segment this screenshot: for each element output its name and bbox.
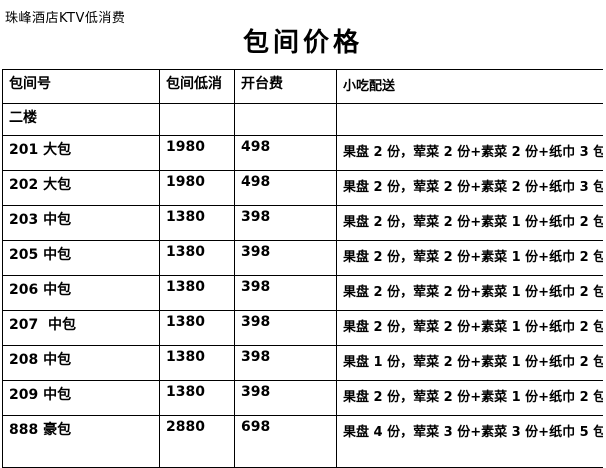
snacks-cell: 果盘 2 份，荤菜 2 份+素菜 1 份+纸巾 2 包 (336, 310, 603, 346)
empty-cell (159, 103, 235, 136)
minimum-cell: 1380 (159, 310, 235, 346)
column-header-room: 包间号 (2, 69, 160, 104)
snacks-cell: 果盘 4 份，荤菜 3 份+素菜 3 份+纸巾 5 包 (336, 415, 603, 468)
snacks-cell: 果盘 1 份，荤菜 2 份+素菜 1 份+纸巾 2 包 (336, 345, 603, 381)
fee-cell: 398 (234, 240, 337, 276)
table-row: 208 中包 1380 398 果盘 1 份，荤菜 2 份+素菜 1 份+纸巾 … (2, 345, 603, 381)
room-cell: 201 大包 (2, 135, 160, 171)
snacks-cell: 果盘 2 份，荤菜 2 份+素菜 2 份+纸巾 3 包 (336, 170, 603, 206)
room-cell: 888 豪包 (2, 415, 160, 468)
empty-cell (336, 103, 603, 136)
empty-cell (234, 103, 337, 136)
room-cell: 208 中包 (2, 345, 160, 381)
table-row: 888 豪包 2880 698 果盘 4 份，荤菜 3 份+素菜 3 份+纸巾 … (2, 415, 603, 468)
column-header-minimum: 包间低消 (159, 69, 235, 104)
snacks-cell: 果盘 2 份，荤菜 2 份+素菜 2 份+纸巾 3 包 (336, 135, 603, 171)
snacks-cell: 果盘 2 份，荤菜 2 份+素菜 1 份+纸巾 2 包 (336, 240, 603, 276)
column-header-fee: 开台费 (234, 69, 337, 104)
room-cell: 205 中包 (2, 240, 160, 276)
room-cell: 203 中包 (2, 205, 160, 241)
minimum-cell: 1980 (159, 135, 235, 171)
minimum-cell: 1380 (159, 240, 235, 276)
table-body: 二楼 201 大包 1980 498 果盘 2 份，荤菜 2 份+素菜 2 份+… (2, 103, 603, 468)
table-row: 206 中包 1380 398 果盘 2 份，荤菜 2 份+素菜 1 份+纸巾 … (2, 275, 603, 311)
column-header-snacks: 小吃配送 (336, 69, 603, 104)
room-cell: 202 大包 (2, 170, 160, 206)
fee-cell: 398 (234, 380, 337, 416)
section-label: 二楼 (2, 103, 160, 136)
table-row: 209 中包 1380 398 果盘 2 份，荤菜 2 份+素菜 1 份+纸巾 … (2, 380, 603, 416)
room-cell: 209 中包 (2, 380, 160, 416)
header-row: 包间号 包间低消 开台费 小吃配送 (2, 69, 603, 104)
fee-cell: 398 (234, 275, 337, 311)
fee-cell: 398 (234, 345, 337, 381)
room-cell: 207 中包 (2, 310, 160, 346)
fee-cell: 398 (234, 310, 337, 346)
snacks-cell: 果盘 2 份，荤菜 2 份+素菜 1 份+纸巾 2 包 (336, 275, 603, 311)
snacks-cell: 果盘 2 份，荤菜 2 份+素菜 1 份+纸巾 2 包 (336, 380, 603, 416)
minimum-cell: 1980 (159, 170, 235, 206)
page-title: 包间价格 (242, 28, 363, 58)
price-table: 包间号 包间低消 开台费 小吃配送 二楼 201 大包 1980 498 果盘 … (2, 69, 603, 468)
minimum-cell: 1380 (159, 380, 235, 416)
table-row: 205 中包 1380 398 果盘 2 份，荤菜 2 份+素菜 1 份+纸巾 … (2, 240, 603, 276)
fee-cell: 698 (234, 415, 337, 468)
minimum-cell: 1380 (159, 205, 235, 241)
table-row: 203 中包 1380 398 果盘 2 份，荤菜 2 份+素菜 1 份+纸巾 … (2, 205, 603, 241)
table-row: 202 大包 1980 498 果盘 2 份，荤菜 2 份+素菜 2 份+纸巾 … (2, 170, 603, 206)
minimum-cell: 1380 (159, 275, 235, 311)
section-row: 二楼 (2, 103, 603, 136)
fee-cell: 498 (234, 135, 337, 171)
table-row: 201 大包 1980 498 果盘 2 份，荤菜 2 份+素菜 2 份+纸巾 … (2, 135, 603, 171)
minimum-cell: 1380 (159, 345, 235, 381)
room-cell: 206 中包 (2, 275, 160, 311)
top-note: 珠峰酒店KTV低消费 (5, 11, 126, 26)
fee-cell: 398 (234, 205, 337, 241)
snacks-cell: 果盘 2 份，荤菜 2 份+素菜 1 份+纸巾 2 包 (336, 205, 603, 241)
table-row: 207 中包 1380 398 果盘 2 份，荤菜 2 份+素菜 1 份+纸巾 … (2, 310, 603, 346)
fee-cell: 498 (234, 170, 337, 206)
